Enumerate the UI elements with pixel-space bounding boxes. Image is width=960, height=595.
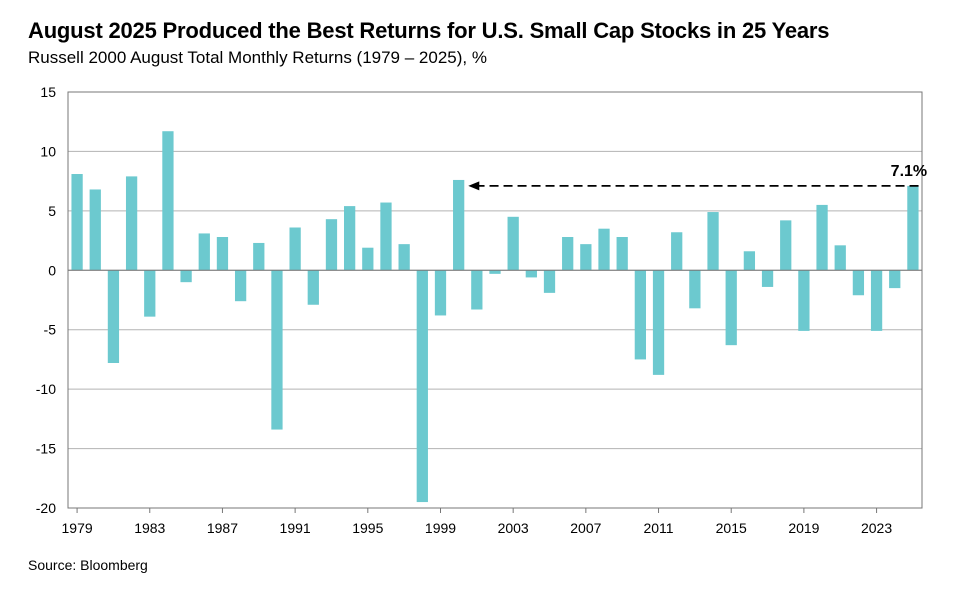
bar-2025 [907, 185, 919, 271]
bar-2000 [453, 179, 465, 271]
bar-2019 [798, 270, 810, 331]
bar-1984 [162, 131, 174, 271]
bar-1988 [234, 270, 247, 302]
bar-1997 [398, 244, 410, 271]
bar-1991 [289, 227, 301, 271]
x-tick-label: 1987 [207, 520, 238, 536]
bar-2011 [652, 270, 665, 375]
annotation-label: 7.1% [891, 163, 927, 180]
bar-1999 [434, 270, 447, 316]
bar-2024 [889, 270, 901, 289]
bar-2007 [580, 244, 592, 271]
bar-1987 [216, 237, 229, 271]
y-tick-label: 0 [48, 262, 56, 278]
bar-1985 [180, 270, 192, 283]
plot-frame [67, 91, 923, 509]
source-note: Source: Bloomberg [28, 557, 148, 573]
bar-1993 [325, 219, 338, 271]
bar-2014 [707, 212, 719, 271]
bar-1990 [271, 270, 283, 430]
x-tick-label: 2015 [716, 520, 747, 536]
y-tick-label: -10 [36, 381, 56, 397]
y-tick-label: 5 [48, 203, 56, 219]
bar-1996 [380, 202, 392, 271]
bar-1981 [107, 270, 120, 363]
bar-2016 [743, 251, 756, 271]
annotation-arrow-head [468, 181, 480, 191]
bar-1986 [198, 233, 210, 271]
bar-2017 [761, 270, 774, 287]
bar-2018 [780, 220, 792, 271]
x-tick-label: 2011 [643, 520, 673, 536]
bar-1998 [416, 270, 428, 503]
bar-2004 [525, 270, 537, 278]
y-tick-label: 10 [40, 143, 56, 159]
bar-2001 [471, 270, 483, 310]
bar-2020 [816, 204, 828, 271]
x-tick-label: 2023 [861, 520, 892, 536]
bar-2023 [870, 270, 883, 331]
bar-2003 [507, 216, 519, 271]
y-tick-label: -15 [36, 441, 56, 457]
bar-1995 [362, 247, 374, 271]
bar-1980 [89, 189, 101, 271]
bar-2013 [689, 270, 701, 309]
x-tick-label: 1995 [352, 520, 383, 536]
x-tick-label: 2019 [788, 520, 819, 536]
chart-title: August 2025 Produced the Best Returns fo… [28, 18, 830, 43]
x-tick-label: 1979 [62, 520, 93, 536]
bar-1979 [71, 174, 83, 271]
bar-2008 [598, 228, 610, 271]
bar-2006 [562, 237, 574, 271]
y-tick-label: -20 [36, 500, 56, 516]
x-tick-label: 1983 [134, 520, 165, 536]
x-tick-label: 2007 [570, 520, 601, 536]
bar-1992 [307, 270, 319, 305]
bar-1983 [144, 270, 156, 317]
bar-2022 [852, 270, 865, 296]
y-tick-label: 15 [40, 84, 56, 100]
x-tick-label: 1999 [425, 520, 456, 536]
x-tick-label: 2003 [498, 520, 529, 536]
bar-2002 [489, 270, 501, 274]
bar-2009 [616, 237, 628, 271]
bar-2005 [543, 270, 556, 293]
chart-subtitle: Russell 2000 August Total Monthly Return… [28, 48, 487, 67]
bar-2010 [634, 270, 646, 360]
bar-2015 [725, 270, 737, 346]
bar-1982 [125, 176, 138, 271]
bar-2012 [671, 232, 683, 271]
y-tick-label: -5 [44, 322, 57, 338]
bar-2021 [834, 245, 846, 271]
x-tick-label: 1991 [280, 520, 311, 536]
bar-1989 [253, 242, 265, 271]
bar-1994 [344, 206, 356, 271]
